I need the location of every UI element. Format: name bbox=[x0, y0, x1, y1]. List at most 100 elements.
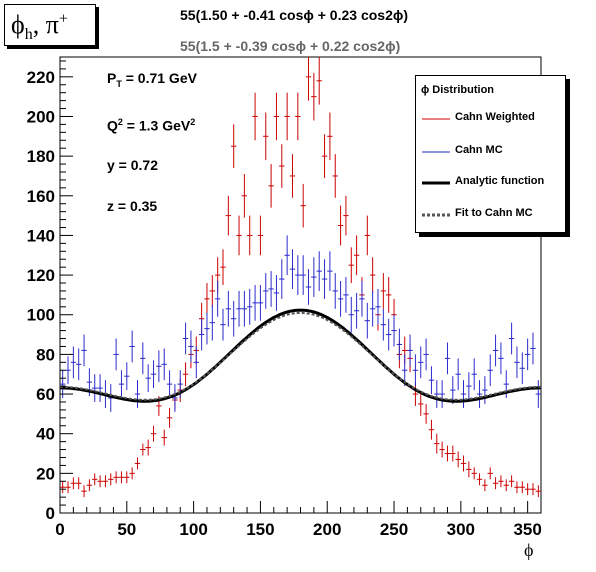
data-point bbox=[150, 360, 157, 389]
x-tick-label: 100 bbox=[179, 520, 207, 539]
y-tick-label: 40 bbox=[36, 425, 55, 444]
data-point bbox=[236, 290, 242, 327]
data-point bbox=[220, 308, 226, 341]
data-point bbox=[289, 154, 296, 198]
data-point bbox=[124, 471, 130, 484]
data-point bbox=[418, 392, 424, 416]
data-point bbox=[198, 318, 205, 351]
data-point bbox=[444, 445, 451, 462]
data-point bbox=[391, 314, 397, 347]
data-point bbox=[428, 366, 435, 395]
data-point bbox=[476, 380, 483, 408]
data-point bbox=[65, 481, 71, 494]
data-point bbox=[524, 338, 531, 371]
data-point bbox=[97, 374, 103, 402]
data-point bbox=[466, 461, 472, 478]
data-point bbox=[182, 322, 189, 355]
data-point bbox=[423, 403, 429, 424]
y-tick-label: 200 bbox=[27, 107, 55, 126]
fit-formula-weighted: 55(1.50 + -0.41 cosϕ + 0.23 cos2ϕ) bbox=[180, 7, 409, 23]
data-point bbox=[236, 215, 242, 256]
data-point bbox=[65, 356, 71, 385]
data-point bbox=[263, 112, 269, 161]
function-curves bbox=[59, 308, 542, 403]
data-point bbox=[273, 92, 280, 141]
data-point bbox=[295, 92, 301, 141]
data-point bbox=[247, 288, 253, 325]
data-point bbox=[423, 338, 429, 371]
data-point bbox=[428, 419, 435, 440]
legend-label-fit: Fit to Cahn MC bbox=[455, 207, 533, 219]
data-point bbox=[316, 251, 322, 291]
legend-item-analytic: Analytic function bbox=[416, 173, 565, 193]
data-point bbox=[209, 304, 215, 341]
data-point bbox=[113, 471, 119, 484]
data-point bbox=[97, 475, 103, 488]
data-point bbox=[503, 479, 509, 492]
data-point bbox=[92, 374, 98, 402]
data-point bbox=[353, 235, 360, 276]
data-point bbox=[514, 346, 520, 379]
data-point bbox=[364, 215, 370, 256]
data-point bbox=[247, 215, 253, 256]
x-tick-label: 200 bbox=[313, 520, 341, 539]
fit-formula-mc: 55(1.5 + -0.39 cosϕ + 0.22 cos2ϕ) bbox=[180, 38, 401, 54]
data-point bbox=[129, 467, 135, 480]
data-point bbox=[60, 370, 66, 399]
data-point bbox=[241, 173, 248, 218]
data-point bbox=[231, 300, 237, 337]
data-point bbox=[76, 477, 82, 490]
legend-item-cahn-weighted: Cahn Weighted bbox=[416, 109, 565, 129]
data-point bbox=[284, 235, 290, 276]
param-pt: PT = 0.71 GeV bbox=[107, 70, 197, 89]
data-point bbox=[305, 269, 312, 305]
x-tick-label: 300 bbox=[447, 520, 475, 539]
x-tick-label: 350 bbox=[513, 520, 541, 539]
data-point bbox=[327, 251, 333, 291]
data-point bbox=[535, 485, 541, 498]
data-point bbox=[332, 154, 338, 198]
data-point bbox=[161, 348, 167, 381]
data-point bbox=[359, 281, 365, 317]
data-point bbox=[225, 195, 232, 236]
x-tick-label: 250 bbox=[380, 520, 408, 539]
data-point bbox=[535, 380, 541, 408]
data-point bbox=[188, 330, 194, 363]
data-point bbox=[471, 358, 477, 391]
data-point bbox=[471, 467, 477, 480]
axes: 0 50 100 150 200 250 300 350 0 20 40 60 80 100 120 140 1… bbox=[27, 60, 542, 539]
y-tick-label: 20 bbox=[36, 464, 55, 483]
data-point bbox=[455, 451, 461, 468]
data-point bbox=[337, 205, 344, 246]
y-tick-label: 160 bbox=[27, 187, 55, 206]
data-point bbox=[182, 362, 189, 387]
y-tick-label: 120 bbox=[27, 266, 55, 285]
y-tick-label: 0 bbox=[46, 504, 55, 523]
data-point bbox=[252, 92, 258, 141]
data-point bbox=[439, 441, 445, 458]
data-point bbox=[348, 296, 354, 333]
data-point bbox=[418, 346, 424, 379]
data-point bbox=[289, 249, 296, 289]
data-point bbox=[263, 273, 269, 309]
data-point bbox=[450, 445, 456, 462]
data-point bbox=[476, 473, 483, 486]
data-point bbox=[530, 332, 536, 365]
data-point bbox=[386, 277, 392, 313]
data-point bbox=[140, 342, 146, 375]
data-point bbox=[257, 215, 264, 256]
data-point bbox=[81, 334, 87, 367]
data-point bbox=[156, 350, 162, 383]
y-tick-label: 100 bbox=[27, 306, 55, 325]
data-point bbox=[498, 475, 504, 488]
data-point bbox=[241, 290, 248, 327]
data-point bbox=[209, 275, 215, 307]
data-point bbox=[444, 342, 451, 375]
data-point bbox=[108, 473, 114, 486]
data-point bbox=[257, 285, 264, 321]
data-point bbox=[311, 72, 317, 121]
data-point bbox=[220, 249, 226, 285]
data-point bbox=[311, 257, 317, 297]
y-tick-label: 220 bbox=[27, 68, 55, 87]
data-point bbox=[273, 275, 280, 311]
